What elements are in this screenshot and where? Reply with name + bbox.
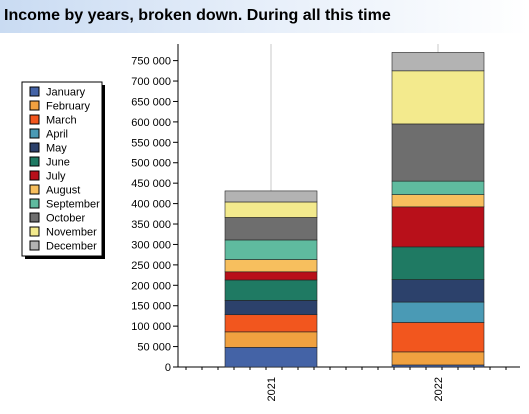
legend-label-january: January bbox=[46, 87, 86, 99]
legend-label-november: November bbox=[46, 227, 97, 239]
bar-segment-september-2022 bbox=[391, 180, 485, 195]
title-bar: Income by years, broken down. During all… bbox=[0, 0, 529, 33]
legend-swatch-november bbox=[29, 226, 40, 237]
y-tick-label: 50 000 bbox=[137, 342, 171, 354]
bar-segment-december-2022 bbox=[391, 52, 485, 72]
legend-swatch-february bbox=[29, 100, 40, 111]
bar-segment-august-2022 bbox=[391, 194, 485, 208]
bar-segment-january-2022 bbox=[391, 364, 485, 368]
y-tick-label: 200 000 bbox=[131, 280, 171, 292]
plot-area: 0 50 000 100 000 150 000 200 000 250 000 300 0… bbox=[131, 44, 520, 401]
legend-label-september: September bbox=[46, 199, 100, 211]
legend-label-august: August bbox=[46, 185, 80, 197]
legend-label-december: December bbox=[46, 241, 97, 253]
legend-label-july: July bbox=[46, 171, 66, 183]
chart-title: Income by years, broken down. During all… bbox=[4, 7, 391, 24]
y-tick-label: 450 000 bbox=[131, 178, 171, 190]
legend-swatch-april bbox=[29, 128, 40, 139]
legend-label-october: October bbox=[46, 213, 85, 225]
bar-segment-january-2021 bbox=[224, 347, 318, 368]
x-tick-label: 2021 bbox=[266, 377, 278, 401]
x-tick-label: 2022 bbox=[433, 377, 445, 401]
bar-segment-june-2021 bbox=[224, 279, 318, 301]
bar-segment-july-2022 bbox=[391, 206, 485, 248]
legend-swatch-july bbox=[29, 170, 40, 181]
legend: January February March April May June July Augu… bbox=[21, 81, 105, 259]
legend-label-may: May bbox=[46, 143, 67, 155]
y-tick-label: 400 000 bbox=[131, 199, 171, 211]
bar-segment-march-2021 bbox=[224, 314, 318, 333]
legend-swatch-august bbox=[29, 184, 40, 195]
bar-segment-august-2021 bbox=[224, 259, 318, 273]
y-tick-label: 700 000 bbox=[131, 76, 171, 88]
y-tick-label: 650 000 bbox=[131, 96, 171, 108]
bar-segment-february-2022 bbox=[391, 351, 485, 366]
bar-segment-november-2021 bbox=[224, 201, 318, 218]
legend-swatch-may bbox=[29, 142, 40, 153]
y-tick-label: 750 000 bbox=[131, 56, 171, 68]
y-tick-label: 350 000 bbox=[131, 219, 171, 231]
y-tick-label: 300 000 bbox=[131, 239, 171, 251]
bar-segment-october-2022 bbox=[391, 123, 485, 182]
legend-swatch-january bbox=[29, 86, 40, 97]
y-tick-label: 150 000 bbox=[131, 301, 171, 313]
y-tick-label: 250 000 bbox=[131, 260, 171, 272]
legend-label-june: June bbox=[46, 157, 70, 169]
y-tick-label: 100 000 bbox=[131, 321, 171, 333]
bar-segment-may-2022 bbox=[391, 279, 485, 303]
bar-segment-march-2022 bbox=[391, 322, 485, 353]
bar-segment-february-2021 bbox=[224, 331, 318, 348]
bar-segment-december-2021 bbox=[224, 190, 318, 203]
bar-segment-may-2021 bbox=[224, 300, 318, 316]
y-tick-label: 500 000 bbox=[131, 158, 171, 170]
bar-segment-september-2021 bbox=[224, 239, 318, 260]
y-tick-label: 0 bbox=[165, 362, 171, 374]
legend-swatch-june bbox=[29, 156, 40, 167]
legend-swatch-march bbox=[29, 114, 40, 125]
y-tick-label: 600 000 bbox=[131, 117, 171, 129]
legend-label-february: February bbox=[46, 101, 91, 113]
legend-swatch-september bbox=[29, 198, 40, 209]
bar-segment-july-2021 bbox=[224, 271, 318, 281]
legend-label-april: April bbox=[46, 129, 68, 141]
legend-swatch-december bbox=[29, 240, 40, 251]
y-tick-label: 550 000 bbox=[131, 137, 171, 149]
bar-segment-october-2021 bbox=[224, 217, 318, 241]
bar-segment-april-2022 bbox=[391, 301, 485, 323]
legend-swatch-october bbox=[29, 212, 40, 223]
bar-segment-november-2022 bbox=[391, 70, 485, 125]
legend-label-march: March bbox=[46, 115, 77, 127]
bar-segment-june-2022 bbox=[391, 246, 485, 280]
